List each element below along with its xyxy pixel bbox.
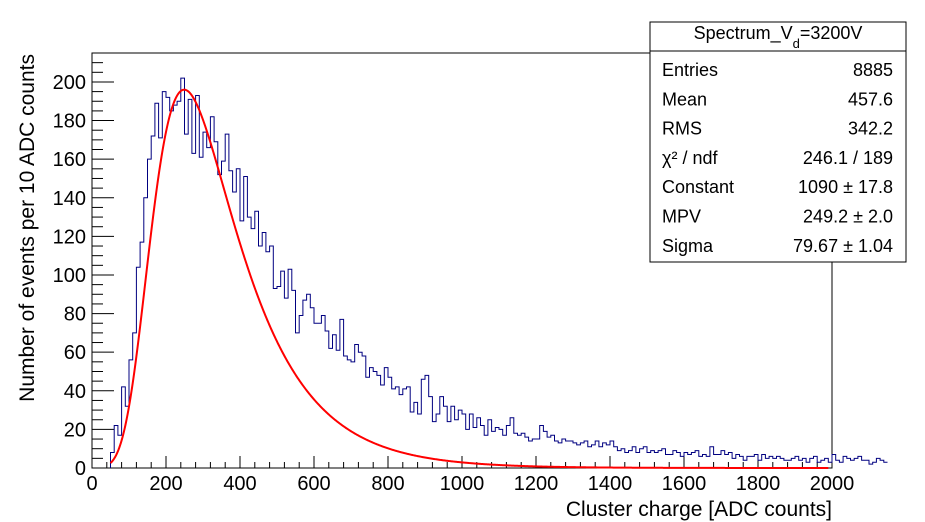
y-tick-label: 60 [64, 342, 86, 364]
stats-value: 8885 [853, 60, 893, 80]
stats-label: Mean [662, 89, 707, 109]
y-tick-label: 0 [75, 458, 86, 480]
histogram-line [110, 77, 888, 468]
x-tick-label: 1000 [440, 473, 485, 495]
y-tick-label: 40 [64, 381, 86, 403]
stats-rows: Entries 8885 Mean 457.6 RMS 342.2 χ² / ndf 246.… [662, 60, 893, 256]
stats-label: χ² / ndf [662, 148, 718, 168]
y-tick-label: 200 [53, 72, 86, 94]
stats-title-suffix: =3200V [800, 23, 863, 43]
y-axis: 0 20 40 60 80 100 120 140 160 180 200 [53, 52, 114, 480]
stats-value: 342.2 [848, 119, 893, 139]
stats-value: 249.2 ± 2.0 [803, 207, 893, 227]
y-tick-label: 180 [53, 111, 86, 133]
stats-title-main: Spectrum_V [694, 23, 793, 44]
stats-value: 1090 ± 17.8 [798, 177, 893, 197]
stats-value: 246.1 / 189 [803, 148, 893, 168]
stats-value: 79.67 ± 1.04 [793, 236, 893, 256]
x-axis: 0 200 400 600 800 1000 1200 1400 1600 1800 2000 [86, 456, 854, 495]
x-tick-label: 600 [297, 473, 330, 495]
x-tick-label: 1800 [736, 473, 781, 495]
stats-value: 457.6 [848, 89, 893, 109]
stats-label: MPV [662, 207, 701, 227]
x-tick-label: 800 [371, 473, 404, 495]
stats-box: Spectrum_Vd=3200V Entries 8885 Mean 457.6 RM… [649, 21, 907, 263]
x-tick-label: 1600 [662, 473, 707, 495]
stats-label: Entries [662, 60, 718, 80]
x-tick-label: 200 [149, 473, 182, 495]
stats-label: Sigma [662, 236, 714, 256]
y-tick-label: 100 [53, 265, 86, 287]
x-tick-label: 0 [86, 473, 97, 495]
x-tick-label: 400 [223, 473, 256, 495]
stats-label: RMS [662, 119, 702, 139]
x-axis-title: Cluster charge [ADC counts] [566, 498, 832, 521]
y-tick-label: 80 [64, 304, 86, 326]
y-tick-label: 20 [64, 419, 86, 441]
x-tick-label: 1200 [514, 473, 559, 495]
stats-title-subscript: d [793, 36, 800, 51]
x-tick-label: 2000 [810, 473, 855, 495]
stats-label: Constant [662, 177, 734, 197]
stats-box-title: Spectrum_Vd=3200V [694, 23, 863, 51]
stats-box-frame [649, 21, 907, 263]
landau-fit-curve [109, 88, 829, 469]
y-axis-title: Number of events per 10 ADC counts [16, 54, 39, 402]
y-tick-label: 120 [53, 226, 86, 248]
y-tick-label: 160 [53, 149, 86, 171]
y-tick-label: 140 [53, 188, 86, 210]
x-tick-label: 1400 [588, 473, 633, 495]
